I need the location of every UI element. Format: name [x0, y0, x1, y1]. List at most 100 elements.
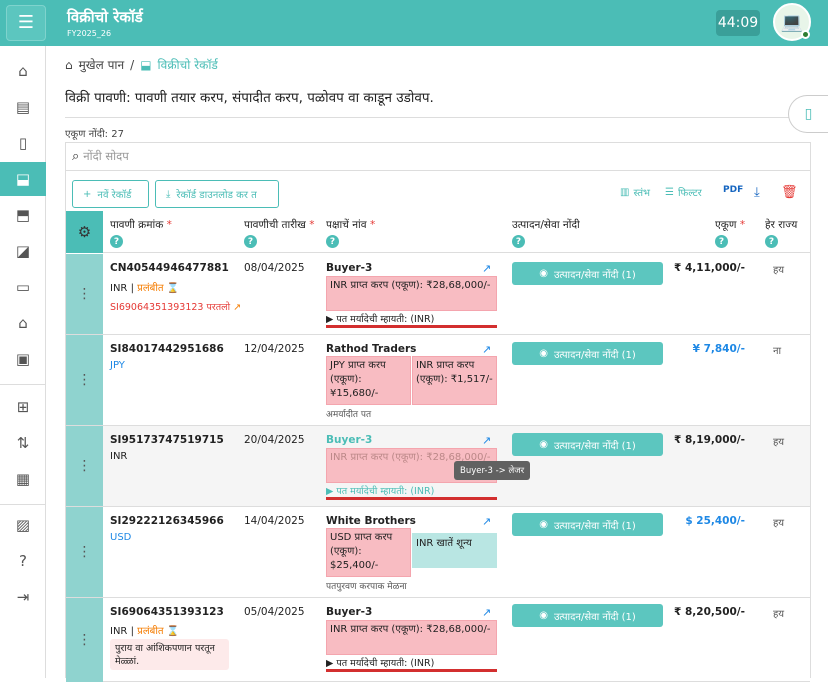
sidebar-transfer-icon[interactable]: ⇅ — [16, 434, 30, 452]
party-name[interactable]: Buyer-3 — [326, 606, 373, 618]
home-icon: ⌂ — [65, 57, 73, 72]
breadcrumb-current[interactable]: विक्रीचो रेकॉर्ड — [157, 58, 218, 72]
row-menu-icon[interactable]: ⋮ — [66, 426, 103, 506]
product-entries-button[interactable]: ◉ उत्पादन/सेवा नोंदी (1) — [512, 513, 663, 536]
party-name[interactable]: Rathod Traders — [326, 343, 417, 355]
row-total: ₹ 4,11,000/- — [674, 262, 745, 274]
filter-button[interactable]: ☰ फिल्टर — [665, 185, 702, 200]
status-badge: प्रलंबीत — [137, 283, 164, 294]
return-ref[interactable]: SI69064351393123 परतलो ↗ — [110, 300, 241, 313]
table-row[interactable]: ⋮ SI69064351393123 INR | प्रलंबीत ⌛ पुरा… — [66, 598, 810, 682]
search-input[interactable]: नोंदी सोदप — [83, 149, 129, 163]
breadcrumb-home[interactable]: मुखेल पान — [78, 58, 125, 72]
sidebar-add-box-icon[interactable]: ⊞ — [16, 398, 30, 416]
pdf-icon[interactable]: PDF — [723, 185, 744, 195]
product-entries-label: उत्पादन/सेवा नोंदी (1) — [553, 440, 636, 452]
product-entries-button[interactable]: ◉ उत्पादन/सेवा नोंदी (1) — [512, 262, 663, 285]
sidebar-home-icon[interactable]: ⌂ — [18, 62, 28, 80]
invoice-date: 12/04/2025 — [244, 343, 305, 355]
download-icon[interactable]: ⤓ — [754, 185, 760, 200]
invoice-no[interactable]: SI95173747519715 — [110, 434, 224, 446]
settings-gear-icon[interactable]: ⚙ — [66, 211, 103, 253]
sidebar-tag-icon[interactable]: ◪ — [15, 242, 31, 260]
sidebar-purchase-icon[interactable]: ⬒ — [15, 206, 31, 224]
new-record-button[interactable]: + नवें रेकॉर्ड — [72, 180, 149, 208]
help-icon[interactable]: ? — [765, 235, 778, 248]
row-menu-icon[interactable]: ⋮ — [66, 254, 103, 334]
header-invoice-date[interactable]: पावणीची तारीख * ? — [244, 218, 314, 248]
invoice-no[interactable]: SI29222126345966 — [110, 515, 224, 527]
delete-icon[interactable]: 🗑 — [781, 185, 798, 200]
party-name[interactable]: White Brothers — [326, 515, 416, 527]
sidebar-list-icon[interactable]: ▤ — [15, 98, 31, 116]
sidebar-pos-icon[interactable]: ▭ — [15, 278, 31, 296]
sidebar-clipboard-icon[interactable]: ▨ — [15, 516, 31, 534]
credit-limit-toggle[interactable]: ▶ पत मर्यादेची म्हायती: (INR) — [326, 314, 435, 325]
header-total[interactable]: एकूण * ? — [715, 218, 745, 248]
avatar[interactable]: 💻 — [773, 3, 811, 41]
credit-limit-toggle[interactable]: ▶ पत मर्यादेची म्हायती: (INR) — [326, 658, 435, 669]
user-computer-icon: 💻 — [780, 11, 804, 33]
help-icon[interactable]: ? — [326, 235, 339, 248]
eye-icon: ◉ — [539, 519, 548, 530]
breadcrumb-separator: / — [130, 57, 135, 72]
sidebar-document-icon[interactable]: ▯ — [18, 134, 28, 152]
header-invoice-no[interactable]: पावणी क्रमांक * ? — [110, 218, 172, 248]
product-entries-button[interactable]: ◉ उत्पादन/सेवा नोंदी (1) — [512, 433, 663, 456]
open-external-icon[interactable]: ↗ — [482, 262, 492, 275]
invoice-no[interactable]: SI69064351393123 — [110, 606, 224, 618]
receivable-box: INR प्राप्त करप (एकूण): ₹28,68,000/- — [326, 276, 497, 311]
sidebar-logout-icon[interactable]: ⇥ — [16, 588, 30, 606]
sidebar-bank-icon[interactable]: ⌂ — [18, 314, 28, 332]
invoice-no[interactable]: CN40544946477881 — [110, 262, 229, 274]
menu-button[interactable]: ☰ — [6, 5, 46, 41]
party-name[interactable]: Buyer-3 — [326, 434, 373, 446]
row-menu-icon[interactable]: ⋮ — [66, 335, 103, 425]
sidebar-sales-record-icon[interactable]: ⬓ — [0, 162, 46, 196]
invoice-no[interactable]: SI84017442951686 — [110, 343, 224, 355]
pending-calendar-icon: ⌛ — [166, 283, 180, 294]
online-status-icon — [801, 30, 810, 39]
help-icon[interactable]: ? — [512, 235, 525, 248]
plus-icon: + — [83, 188, 92, 200]
search-bar: ⌕ नोंदी सोदप — [66, 143, 810, 171]
table-row[interactable]: ⋮ SI29222126345966 USD 14/04/2025 White … — [66, 507, 810, 598]
help-icon[interactable]: ? — [715, 235, 728, 248]
open-external-icon[interactable]: ↗ — [482, 606, 492, 619]
currency: INR — [110, 451, 128, 462]
open-external-icon[interactable]: ↗ — [482, 515, 492, 528]
ledger-tooltip: Buyer-3 -> लेजर — [454, 461, 531, 480]
columns-button[interactable]: ▥ स्तंभ — [620, 185, 650, 200]
table-row[interactable]: ⋮ SI84017442951686 JPY 12/04/2025 Rathod… — [66, 335, 810, 426]
open-external-icon[interactable]: ↗ — [482, 434, 492, 447]
row-menu-icon[interactable]: ⋮ — [66, 507, 103, 597]
invoice-date: 20/04/2025 — [244, 434, 305, 446]
table-row[interactable]: ⋮ CN40544946477881 INR | प्रलंबीत ⌛ SI69… — [66, 254, 810, 335]
party-name[interactable]: Buyer-3 — [326, 262, 373, 274]
help-icon[interactable]: ? — [110, 235, 123, 248]
side-panel-button[interactable]: ▯ — [788, 95, 828, 133]
sidebar-archive-icon[interactable]: ▣ — [15, 350, 31, 368]
table-header — [66, 211, 810, 253]
product-entries-button[interactable]: ◉ उत्पादन/सेवा नोंदी (1) — [512, 604, 663, 627]
row-menu-icon[interactable]: ⋮ — [66, 598, 103, 682]
help-icon[interactable]: ? — [244, 235, 257, 248]
eye-icon: ◉ — [539, 348, 548, 359]
session-timer: 44:09 — [716, 10, 760, 36]
header-other-state[interactable]: हेर राज्य ? — [765, 218, 797, 248]
header-items[interactable]: उत्पादन/सेवा नोंदी ? — [512, 218, 580, 248]
page-description: विक्री पावणी: पावणी तयार करप, संपादीत कर… — [65, 90, 434, 106]
download-records-button[interactable]: ⤓ रेकॉर्ड डाउनलोड कर त — [155, 180, 279, 208]
receivable-box-foreign: USD प्राप्त करप (एकूण): $25,400/- — [326, 528, 411, 577]
currency-status: INR | प्रलंबीत ⌛ — [110, 623, 179, 637]
credit-limit-toggle[interactable]: ▶ पत मर्यादेची म्हायती: (INR) — [326, 486, 435, 497]
header-invoice-no-label: पावणी क्रमांक — [110, 219, 164, 231]
header-party-name[interactable]: पक्षाचें नांव * ? — [326, 218, 375, 248]
sidebar-help-icon[interactable]: ? — [19, 552, 27, 570]
sidebar-table-icon[interactable]: ▦ — [15, 470, 31, 488]
separator: | — [130, 283, 134, 294]
product-entries-button[interactable]: ◉ उत्पादन/सेवा नोंदी (1) — [512, 342, 663, 365]
open-external-icon[interactable]: ↗ — [482, 343, 492, 356]
top-app-bar: ☰ विक्रीचो रेकॉर्ड FY2025_26 44:09 💻 — [0, 0, 828, 46]
table-row[interactable]: ⋮ SI95173747519715 INR 20/04/2025 Buyer-… — [66, 426, 810, 507]
